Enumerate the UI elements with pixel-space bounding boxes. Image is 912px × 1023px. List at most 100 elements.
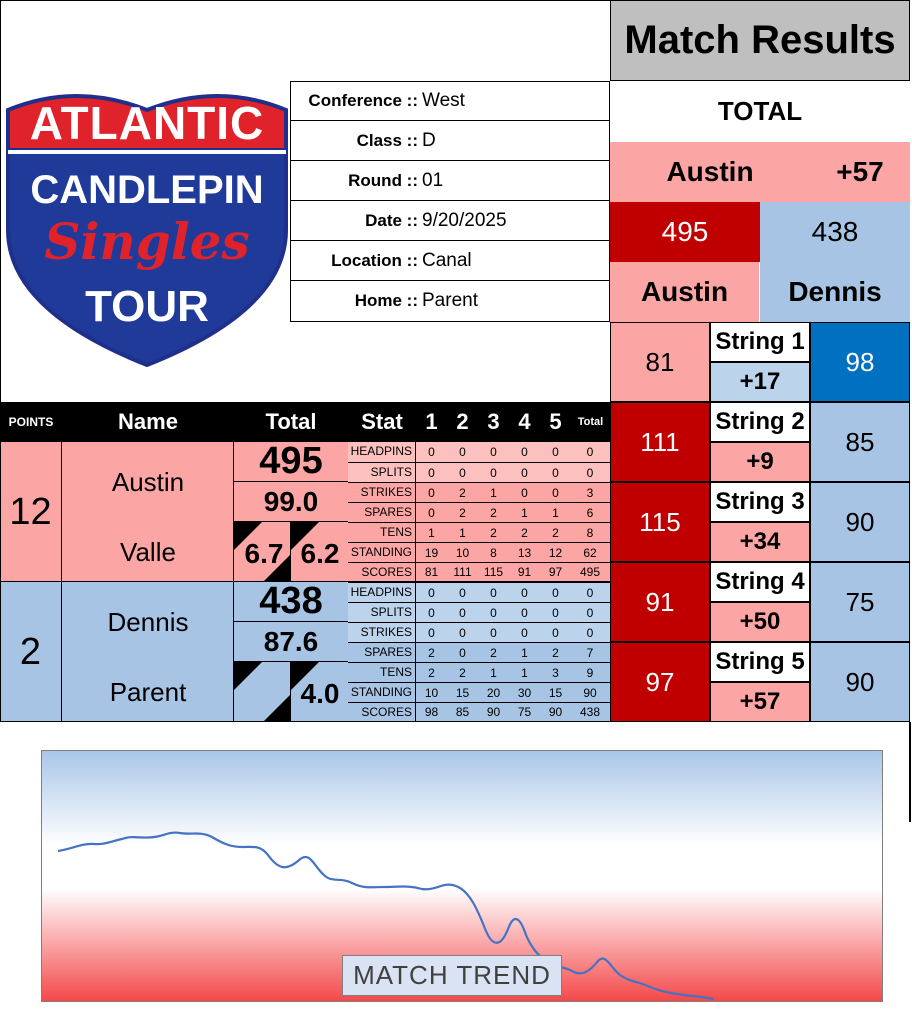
player-a-corner-mark-3 <box>263 554 291 582</box>
stat-value: 0 <box>552 445 559 459</box>
stat-label: SPLITS <box>348 463 416 482</box>
player-a-name: Austin <box>610 262 760 322</box>
stat-value: 0 <box>521 585 528 600</box>
player-a-stat-2: 6.2 <box>300 538 340 569</box>
string-3-score-a: 115 <box>610 482 710 562</box>
stat-value: 1 <box>490 485 497 500</box>
header-game-1: 1 <box>425 409 438 434</box>
stat-row: STANDING 10 15 20 30 15 90 <box>348 682 610 702</box>
stat-value: 2 <box>428 665 435 680</box>
stat-value: 0 <box>521 485 528 500</box>
stat-row: HEADPINS 0 0 0 0 0 0 <box>348 442 610 462</box>
stat-value: 98 <box>424 705 439 719</box>
trend-line <box>57 831 715 1001</box>
header-name: Name <box>118 409 178 434</box>
string-2-score-b: 85 <box>810 402 910 482</box>
total-label: TOTAL <box>610 81 910 142</box>
logo-line-tour: TOUR <box>85 282 209 331</box>
info-label: Date :: <box>365 210 418 230</box>
stat-label: STRIKES <box>348 623 416 642</box>
header-game-5: 5 <box>549 409 562 434</box>
leader-margin: +57 <box>836 156 884 187</box>
stat-value: 0 <box>552 485 559 500</box>
stat-total: 62 <box>583 545 597 560</box>
leader-row <box>610 142 910 202</box>
logo-line-candlepin: CANDLEPIN <box>30 168 264 212</box>
player-b-first-name: Dennis <box>107 606 189 637</box>
stat-total: 8 <box>586 525 594 540</box>
player-b-stat-divider <box>290 662 291 722</box>
string-1-diff: +17 <box>710 362 810 402</box>
info-row-conference: Conference :: West <box>290 81 610 121</box>
stat-total: 6 <box>586 505 594 520</box>
player-b-average: 87.6 <box>234 622 348 662</box>
stat-value: 19 <box>424 545 439 560</box>
stat-value: 2 <box>459 505 466 520</box>
header-stat: Stat <box>361 409 403 434</box>
stat-total: 3 <box>586 485 594 500</box>
stat-label: STANDING <box>348 683 416 702</box>
table-header <box>0 402 610 442</box>
stat-row: STRIKES 0 0 0 0 0 0 <box>348 622 610 642</box>
stat-value: 2 <box>490 525 497 540</box>
string-5-score-a: 97 <box>610 642 710 722</box>
player-b-corner-mark-1 <box>234 662 262 690</box>
right-border-line <box>909 722 911 822</box>
stat-value: 2 <box>428 645 435 660</box>
player-b-last-name: Parent <box>109 676 187 707</box>
leader-name: Austin <box>666 156 754 187</box>
match-info-box <box>290 81 610 322</box>
string-2-score-a: 111 <box>610 402 710 482</box>
string-3-score-b: 90 <box>810 482 910 562</box>
stat-value: 2 <box>552 525 559 540</box>
header-total-small: Total <box>577 416 604 428</box>
stat-value: 2 <box>459 485 466 500</box>
string-4-score-a: 91 <box>610 562 710 642</box>
stat-value: 0 <box>428 605 435 620</box>
stat-row: SPLITS 0 0 0 0 0 0 <box>348 602 610 622</box>
string-5-label: String 5 <box>710 642 810 682</box>
stat-label: SPARES <box>348 503 416 522</box>
match-results-title: Match Results <box>610 0 910 81</box>
player-b-name: Dennis <box>760 262 910 322</box>
stat-value: 0 <box>552 465 559 480</box>
stat-row: STANDING 19 10 8 13 12 62 <box>348 542 610 562</box>
info-row-date: Date :: 9/20/2025 <box>290 201 610 241</box>
stat-value: 0 <box>428 445 435 459</box>
stat-value: 15 <box>548 685 563 700</box>
total-score-a: 495 <box>610 202 760 262</box>
stat-value: 20 <box>486 685 501 700</box>
stat-value: 111 <box>453 565 472 579</box>
stat-value: 0 <box>459 585 466 600</box>
stat-value: 0 <box>490 585 497 600</box>
stat-value: 1 <box>552 505 559 520</box>
player-a-points: 12 <box>0 442 62 582</box>
player-a-stat-divider <box>290 522 291 582</box>
stat-label: TENS <box>348 663 416 682</box>
player-a-last-name: Valle <box>120 536 176 567</box>
header-game-4: 4 <box>518 409 531 434</box>
stat-value: 12 <box>548 545 563 560</box>
player-a-stat-1: 6.7 <box>244 538 284 569</box>
player-b-total: 438 <box>234 580 348 622</box>
logo <box>4 80 290 370</box>
header-points: POINTS <box>8 415 54 429</box>
stat-value: 0 <box>428 485 435 500</box>
info-label: Round :: <box>348 170 418 190</box>
stat-label: STRIKES <box>348 483 416 502</box>
stat-label: STANDING <box>348 543 416 562</box>
player-a-first-name: Austin <box>111 466 185 497</box>
stat-value: 10 <box>455 545 470 560</box>
stat-row: SCORES 98 85 90 75 90 438 <box>348 702 610 722</box>
stat-value: 2 <box>490 505 497 520</box>
stat-value: 90 <box>548 705 563 719</box>
header-game-3: 3 <box>487 409 500 434</box>
stat-total: 495 <box>579 565 601 579</box>
stat-total: 0 <box>586 625 594 640</box>
stat-value: 15 <box>455 685 470 700</box>
stat-value: 2 <box>490 645 497 660</box>
player-b-divider <box>233 582 234 722</box>
stat-value: 0 <box>459 645 466 660</box>
stat-label: HEADPINS <box>348 442 416 462</box>
trend-line-svg <box>57 831 715 1001</box>
